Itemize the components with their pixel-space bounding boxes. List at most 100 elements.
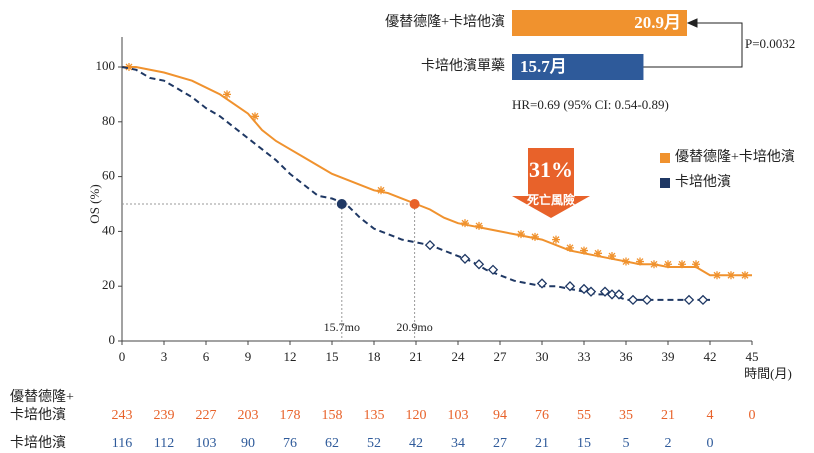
- x-tick-label: 3: [161, 349, 168, 364]
- legend-label: 優替德隆+卡培他濱: [675, 149, 795, 165]
- censor-mark: [475, 221, 483, 230]
- legend-swatch: [660, 178, 670, 188]
- x-tick-label: 45: [746, 349, 759, 364]
- censor-mark: [459, 253, 471, 264]
- y-tick-label: 40: [102, 222, 115, 237]
- x-tick-label: 27: [494, 349, 508, 364]
- risk-count: 15: [577, 436, 591, 451]
- median-bar: [512, 54, 644, 80]
- risk-count: 103: [448, 408, 469, 423]
- x-tick-label: 30: [536, 349, 549, 364]
- risk-count: 203: [238, 408, 259, 423]
- x-tick-label: 12: [284, 349, 297, 364]
- x-tick-label: 21: [410, 349, 423, 364]
- median-point: [336, 199, 347, 209]
- x-axis-label: 時間(月): [744, 366, 792, 381]
- censor-mark: [697, 294, 709, 306]
- risk-count: 0: [707, 436, 714, 451]
- risk-count: 76: [535, 408, 549, 423]
- x-tick-label: 42: [704, 349, 717, 364]
- y-tick-label: 60: [102, 168, 115, 183]
- censor-mark: [606, 289, 618, 300]
- censor-mark: [251, 112, 259, 121]
- censor-mark: [727, 271, 735, 280]
- survival-curve: [121, 66, 710, 301]
- x-tick-label: 33: [578, 349, 591, 364]
- censor-mark: [692, 260, 700, 269]
- risk-count: 94: [493, 408, 507, 423]
- risk-arrow: [512, 148, 590, 218]
- censor-mark: [223, 90, 231, 99]
- censor-mark: [580, 246, 588, 255]
- risk-count: 4: [707, 408, 714, 423]
- censor-mark: [713, 271, 721, 280]
- median-point: [409, 199, 420, 209]
- x-tick-label: 36: [620, 349, 634, 364]
- risk-count: 116: [112, 436, 132, 451]
- censor-mark: [741, 271, 749, 280]
- risk-count: 21: [535, 436, 549, 451]
- censor-mark: [678, 260, 686, 269]
- x-tick-label: 6: [203, 349, 210, 364]
- censor-mark: [566, 243, 574, 252]
- risk-count: 90: [241, 436, 255, 451]
- censor-mark: [536, 278, 548, 289]
- x-tick-label: 0: [119, 349, 126, 364]
- risk-count: 27: [493, 436, 507, 451]
- risk-count: 62: [325, 436, 339, 451]
- risk-count: 135: [364, 408, 385, 423]
- hr-text: HR=0.69 (95% CI: 0.54-0.89): [512, 97, 669, 112]
- median-bar: [512, 10, 687, 36]
- x-tick-label: 15: [326, 349, 339, 364]
- x-tick-label: 24: [452, 349, 466, 364]
- censor-mark: [683, 294, 695, 306]
- censor-mark: [552, 235, 560, 244]
- censor-mark: [641, 294, 653, 306]
- y-tick-label: 80: [102, 113, 115, 128]
- risk-count: 103: [196, 436, 217, 451]
- risk-count: 35: [619, 408, 633, 423]
- median-bar-name: 優替德隆+卡培他濱: [385, 14, 505, 30]
- survival-curve: [122, 66, 752, 277]
- censor-mark: [377, 186, 385, 195]
- risk-count: 120: [406, 408, 427, 423]
- censor-mark: [650, 260, 658, 269]
- censor-mark: [664, 260, 672, 269]
- censor-mark: [627, 294, 639, 306]
- censor-mark: [461, 219, 469, 228]
- censor-mark: [487, 264, 499, 275]
- censor-mark: [424, 239, 436, 251]
- censor-mark: [531, 232, 539, 241]
- risk-text: 死亡風險: [527, 192, 575, 207]
- p-value: P=0.0032: [745, 36, 795, 51]
- bracket: [599, 18, 743, 68]
- censor-mark: [613, 289, 625, 300]
- x-tick-label: 9: [245, 349, 252, 364]
- x-tick-label: 39: [662, 349, 675, 364]
- censor-mark: [599, 286, 611, 297]
- median-label: 15.7mo: [324, 320, 360, 334]
- median-bar-label: 20.9月: [634, 13, 681, 32]
- y-tick-label: 0: [109, 332, 116, 347]
- risk-count: 243: [112, 408, 133, 423]
- risk-count: 2: [665, 436, 672, 451]
- median-label: 20.9mo: [396, 320, 432, 334]
- risk-count: 34: [451, 436, 465, 451]
- y-axis-label: OS (%): [87, 184, 102, 223]
- legend-swatch: [660, 153, 670, 163]
- censor-mark: [517, 230, 525, 239]
- censor-mark: [594, 249, 602, 258]
- censor-mark: [608, 252, 616, 261]
- risk-count: 239: [154, 408, 175, 423]
- risk-count: 158: [322, 408, 343, 423]
- risk-row-label: 卡培他濱: [10, 435, 66, 451]
- censor-mark: [578, 283, 590, 295]
- risk-count: 227: [196, 408, 217, 423]
- censor-mark: [622, 257, 630, 266]
- risk-count: 52: [367, 436, 381, 451]
- risk-count: 55: [577, 408, 591, 423]
- risk-value: 31%: [529, 157, 573, 182]
- risk-count: 5: [623, 436, 630, 451]
- censor-mark: [585, 286, 597, 297]
